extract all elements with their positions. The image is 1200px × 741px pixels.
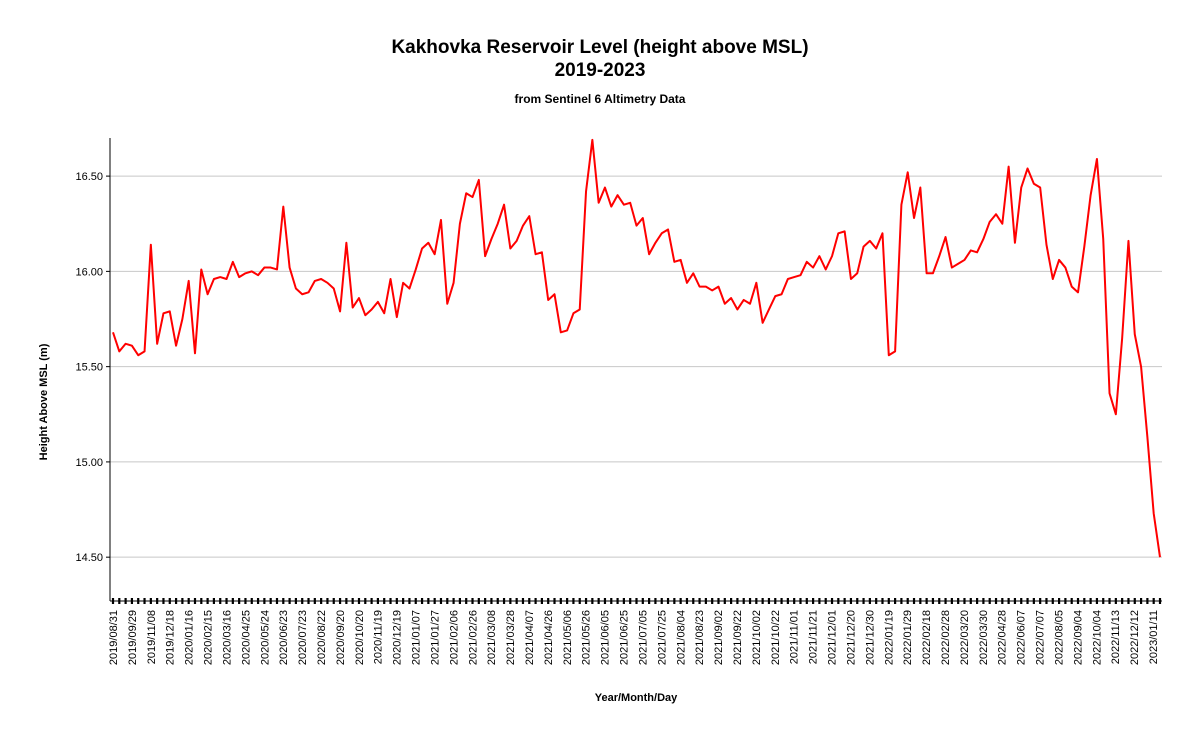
x-tick-label: 2021/08/04 [675, 610, 687, 665]
x-tick-label: 2022/03/30 [978, 610, 990, 665]
x-tick-label: 2022/02/28 [940, 610, 952, 665]
x-tick-label: 2020/08/22 [316, 610, 328, 665]
x-tick-label: 2021/11/21 [808, 610, 820, 664]
y-axis-ticks: 14.50 15.00 15.50 16.00 16.50 [75, 171, 110, 564]
x-tick-label: 2020/03/16 [221, 610, 233, 665]
x-tick-label: 2022/12/12 [1129, 610, 1141, 665]
x-tick-label: 2020/07/23 [297, 610, 309, 665]
y-axis-title: Height Above MSL (m) [38, 343, 50, 460]
x-tick-label: 2021/01/27 [429, 610, 441, 665]
x-tick-label: 2020/02/15 [203, 610, 215, 665]
series-group [112, 138, 1161, 558]
x-tick-label: 2021/05/06 [562, 610, 574, 665]
x-tick-label: 2020/09/20 [335, 610, 347, 665]
x-tick-label: 2021/07/05 [637, 610, 649, 665]
x-tick-label: 2019/09/29 [127, 610, 139, 665]
x-tick-label: 2022/08/05 [1053, 610, 1065, 665]
x-tick-label: 2021/12/30 [864, 610, 876, 665]
y-tick-label: 15.50 [75, 362, 103, 374]
x-tick-label: 2021/11/01 [789, 610, 801, 664]
x-tick-label: 2021/03/08 [486, 610, 498, 665]
x-tick-label: 2021/02/26 [467, 610, 479, 665]
chart-title: Kakhovka Reservoir Level (height above M… [0, 36, 1200, 82]
x-tick-label: 2021/02/06 [448, 610, 460, 665]
x-tick-label: 2023/01/11 [1148, 610, 1160, 664]
x-tick-label: 2021/06/05 [600, 610, 612, 665]
x-tick-label: 2020/10/20 [354, 610, 366, 665]
x-tick-label: 2021/04/07 [524, 610, 536, 665]
x-tick-label: 2020/06/23 [278, 610, 290, 665]
x-tick-label: 2020/11/19 [373, 610, 385, 664]
x-tick-label: 2020/12/19 [392, 610, 404, 665]
x-axis-title: Year/Month/Day [595, 692, 678, 704]
x-tick-label: 2022/06/07 [1016, 610, 1028, 665]
x-tick-label: 2021/09/22 [732, 610, 744, 665]
x-tick-label: 2021/01/07 [411, 610, 423, 665]
x-tick-label: 2021/09/02 [713, 610, 725, 665]
x-tick-label: 2022/03/20 [959, 610, 971, 665]
x-tick-label: 2022/02/18 [921, 610, 933, 665]
x-tick-label: 2021/08/23 [694, 610, 706, 665]
x-tick-label: 2020/05/24 [259, 610, 271, 665]
x-tick-label: 2022/11/13 [1110, 610, 1122, 664]
y-tick-label: 16.00 [75, 266, 103, 278]
x-tick-label: 2022/04/28 [997, 610, 1009, 665]
x-tick-label: 2021/06/25 [619, 610, 631, 665]
x-tick-label: 2020/01/16 [184, 610, 196, 665]
x-tick-label: 2021/07/25 [656, 610, 668, 665]
x-tick-label: 2019/11/08 [146, 610, 158, 664]
gridlines [110, 175, 1162, 558]
y-tick-label: 14.50 [75, 552, 103, 564]
x-tick-label: 2019/12/18 [165, 610, 177, 665]
chart-title-line-1: Kakhovka Reservoir Level (height above M… [391, 37, 809, 58]
x-tick-label: 2022/01/29 [902, 610, 914, 665]
x-tick-label: 2021/12/01 [827, 610, 839, 665]
x-tick-label: 2021/10/22 [770, 610, 782, 665]
x-tick-label: 2022/10/04 [1091, 610, 1103, 665]
y-tick-label: 15.00 [75, 457, 103, 469]
x-tick-label: 2020/04/25 [240, 610, 252, 665]
x-tick-label: 2021/03/28 [505, 610, 517, 665]
y-tick-label: 16.50 [75, 171, 103, 183]
chart-title-line-2: 2019-2023 [554, 60, 646, 81]
series-line-reservoir-level [112, 138, 1161, 558]
x-tick-label: 2021/04/26 [543, 610, 555, 665]
x-tick-label: 2022/09/04 [1072, 610, 1084, 665]
x-tick-label: 2021/05/26 [581, 610, 593, 665]
x-axis-ticks [111, 598, 1162, 604]
x-tick-label: 2021/12/20 [845, 610, 857, 665]
x-tick-label: 2021/10/02 [751, 610, 763, 665]
x-tick-label: 2022/07/07 [1035, 610, 1047, 665]
x-tick-label: 2019/08/31 [108, 610, 120, 665]
chart-subtitle: from Sentinel 6 Altimetry Data [514, 92, 686, 106]
x-tick-label: 2022/01/19 [883, 610, 895, 665]
x-axis-tick-labels: 2019/08/31 2019/09/29 2019/11/08 2019/12/18… [108, 610, 1160, 665]
